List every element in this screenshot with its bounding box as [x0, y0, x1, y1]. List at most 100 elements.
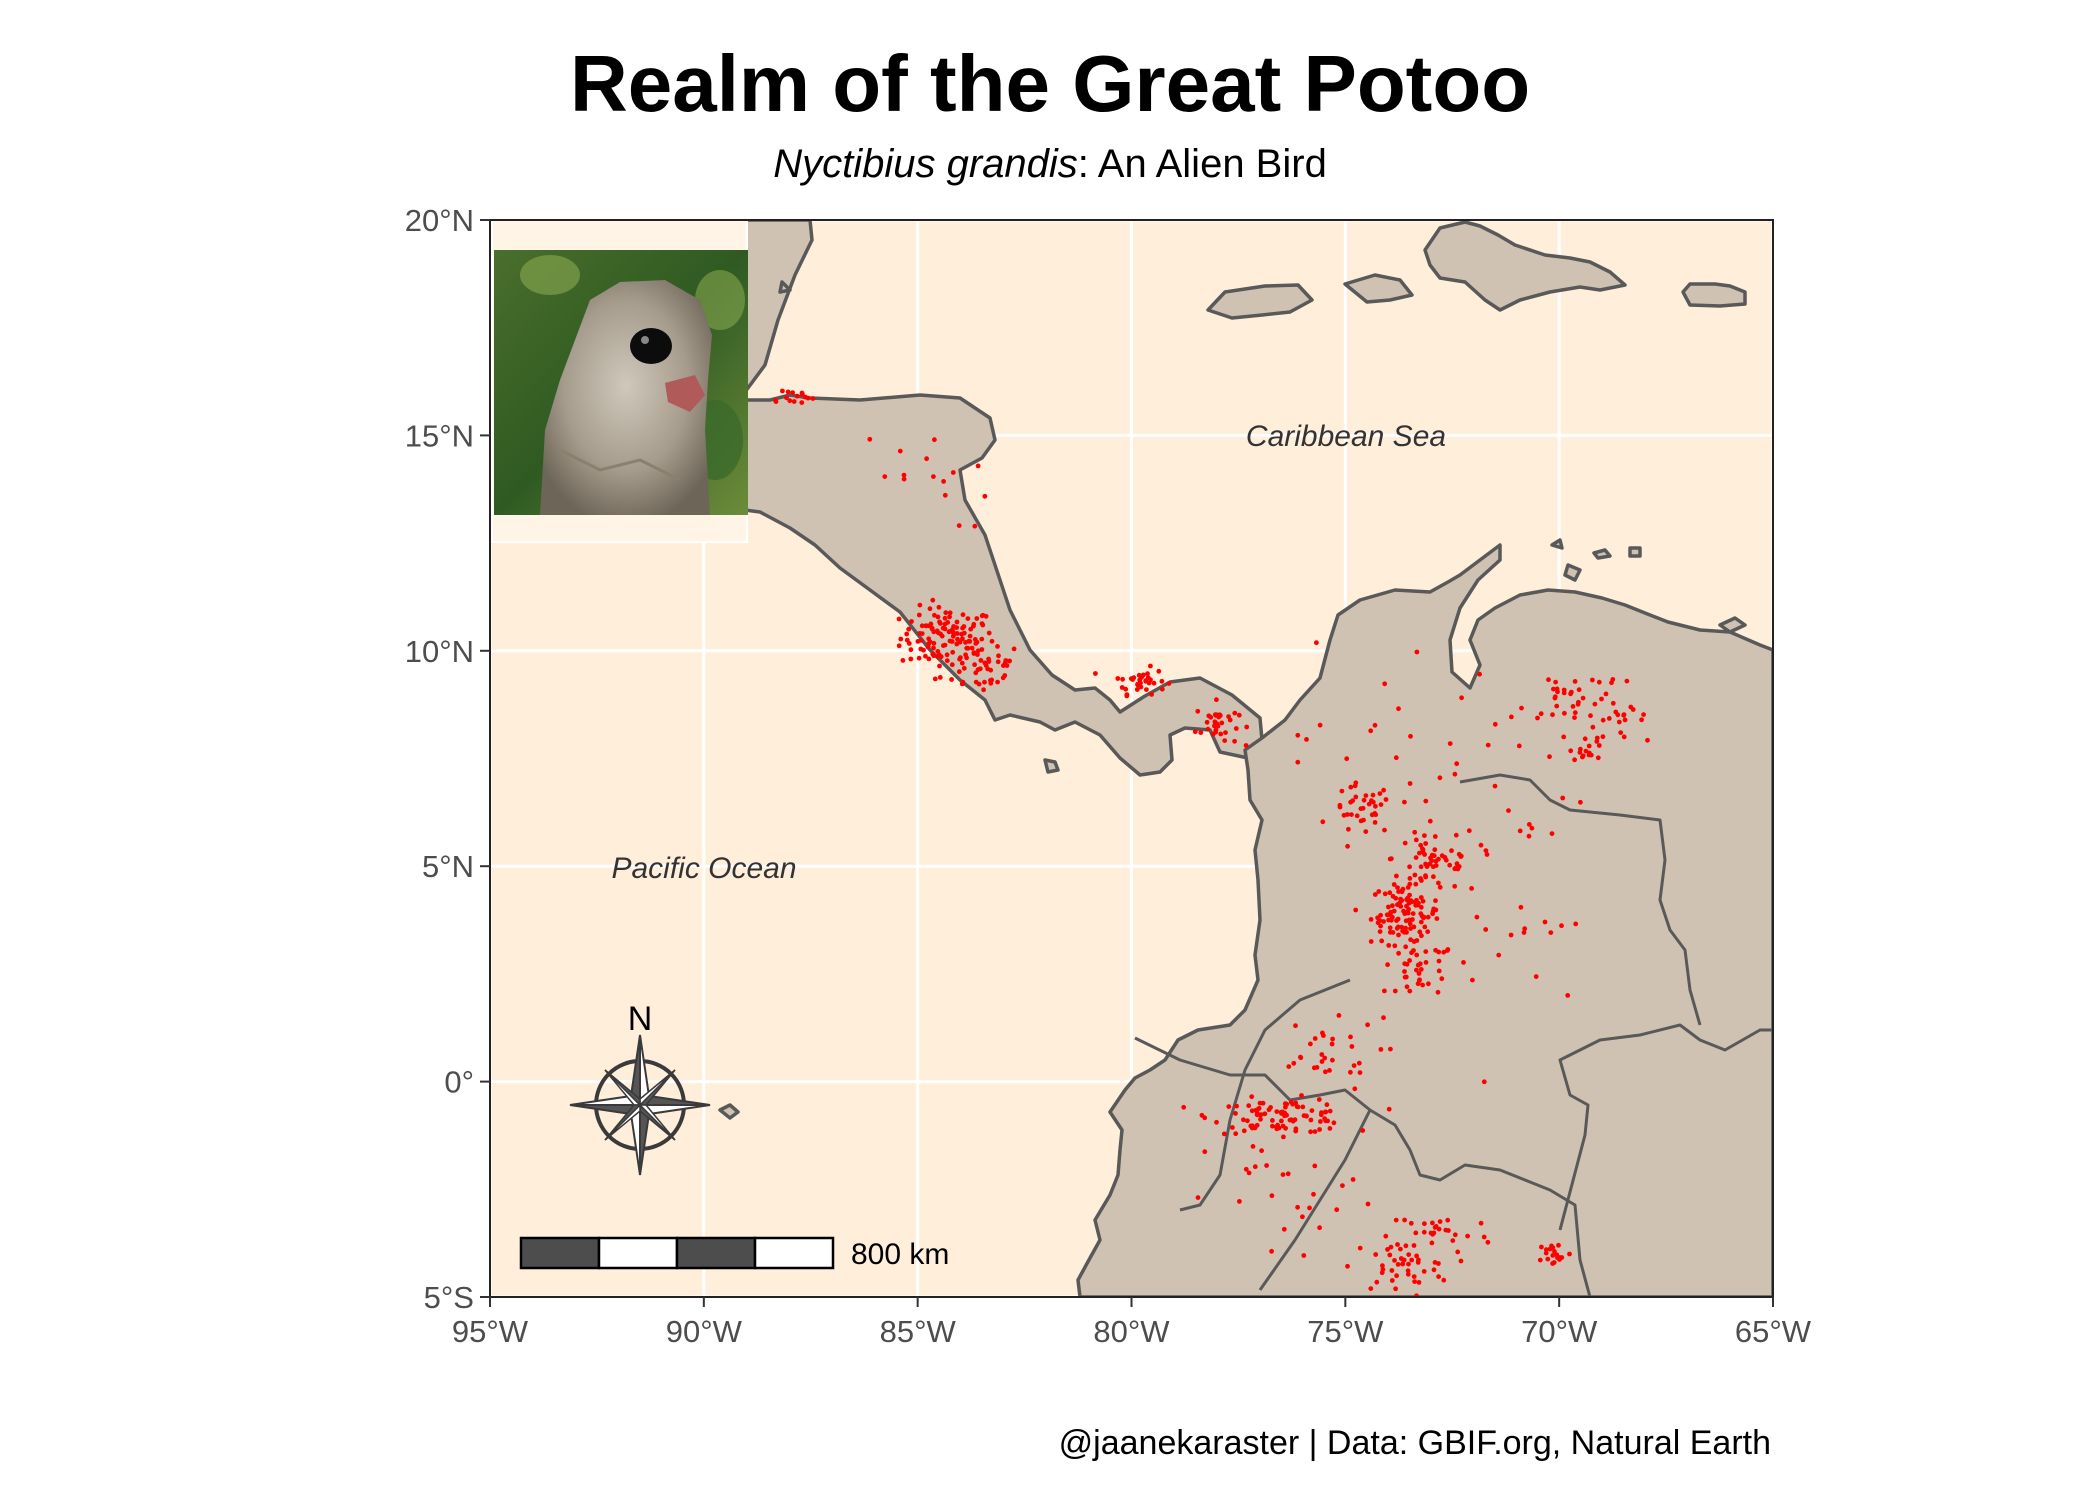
occurrence-point — [1295, 732, 1301, 738]
occurrence-point — [1465, 1233, 1470, 1239]
occurrence-point — [938, 654, 944, 660]
occurrence-point — [1138, 684, 1144, 690]
occurrence-point — [931, 640, 937, 646]
occurrence-point — [1327, 1126, 1333, 1131]
occurrence-point — [995, 679, 1000, 685]
occurrence-point — [1618, 730, 1624, 735]
occurrence-point — [1377, 929, 1383, 934]
occurrence-point — [1374, 1279, 1380, 1285]
occurrence-point — [1630, 707, 1636, 712]
occurrence-point — [1304, 1113, 1309, 1119]
occurrence-point — [937, 675, 943, 680]
occurrence-point — [1365, 1022, 1370, 1028]
occurrence-point — [1412, 1279, 1417, 1284]
occurrence-point — [1357, 1070, 1363, 1075]
occurrence-point — [1414, 1253, 1419, 1259]
occurrence-point — [1344, 756, 1350, 762]
occurrence-point — [1264, 1163, 1269, 1168]
occurrence-point — [1405, 1268, 1411, 1274]
occurrence-point — [1592, 701, 1598, 707]
occurrence-point — [1412, 829, 1418, 835]
y-tick-label: 10°N — [405, 634, 474, 669]
y-tick-label: 5°N — [422, 849, 474, 884]
occurrence-point — [1361, 797, 1367, 803]
occurrence-point — [1407, 781, 1413, 786]
occurrence-point — [930, 597, 936, 603]
occurrence-point — [1143, 678, 1149, 684]
occurrence-point — [1393, 895, 1399, 901]
occurrence-point — [1559, 923, 1564, 929]
occurrence-point — [943, 610, 949, 616]
occurrence-point — [1572, 715, 1577, 720]
occurrence-point — [1429, 1240, 1435, 1246]
occurrence-point — [1241, 1117, 1246, 1123]
occurrence-point — [1447, 741, 1453, 746]
occurrence-point — [1560, 795, 1566, 801]
occurrence-point — [1423, 841, 1429, 846]
occurrence-point — [917, 631, 923, 636]
land-jamaica — [1343, 273, 1414, 304]
occurrence-point — [1586, 743, 1592, 749]
occurrence-point — [1485, 742, 1491, 748]
occurrence-point — [1274, 1109, 1280, 1114]
occurrence-point — [1317, 1127, 1322, 1132]
occurrence-point — [976, 681, 982, 687]
occurrence-point — [1308, 1041, 1313, 1047]
occurrence-point — [1577, 750, 1583, 755]
occurrence-point — [1378, 802, 1384, 807]
occurrence-point — [1256, 1105, 1262, 1111]
occurrence-point — [1379, 938, 1385, 944]
x-tick-label: 70°W — [1521, 1314, 1598, 1349]
occurrence-point — [1004, 663, 1010, 668]
occurrence-point — [1382, 681, 1388, 687]
occurrence-point — [1431, 1267, 1437, 1273]
occurrence-point — [983, 663, 989, 668]
occurrence-point — [918, 638, 924, 643]
occurrence-point — [1378, 923, 1383, 929]
species-name: Nyctibius grandis — [773, 142, 1078, 186]
occurrence-point — [1301, 1253, 1307, 1258]
occurrence-point — [923, 623, 929, 629]
occurrence-point — [1550, 1261, 1555, 1266]
occurrence-point — [1377, 791, 1383, 796]
occurrence-point — [1543, 1250, 1549, 1256]
occurrence-point — [780, 388, 785, 394]
occurrence-point — [1382, 988, 1387, 994]
occurrence-point — [1410, 911, 1416, 916]
occurrence-point — [956, 669, 962, 675]
caption: @jaanekaraster | Data: GBIF.org, Natural… — [1058, 1424, 1771, 1462]
occurrence-point — [1395, 1262, 1401, 1267]
occurrence-point — [1376, 889, 1382, 894]
x-tick-label: 75°W — [1307, 1314, 1384, 1349]
occurrence-point — [1298, 1054, 1303, 1060]
occurrence-point — [1348, 1034, 1353, 1040]
occurrence-point — [1320, 1030, 1325, 1036]
occurrence-point — [1492, 783, 1498, 789]
occurrence-point — [1236, 712, 1242, 718]
occurrence-point — [1403, 918, 1409, 924]
occurrence-point — [975, 652, 980, 657]
occurrence-point — [989, 638, 995, 644]
occurrence-point — [1402, 911, 1408, 917]
ocean-label-pacific: Pacific Ocean — [611, 852, 796, 885]
occurrence-point — [908, 656, 914, 662]
occurrence-point — [954, 631, 960, 636]
occurrence-point — [1436, 1261, 1441, 1266]
occurrence-point — [1381, 1015, 1386, 1021]
occurrence-point — [1368, 917, 1374, 922]
occurrence-point — [1484, 852, 1490, 857]
occurrence-point — [1599, 696, 1604, 702]
occurrence-point — [1402, 799, 1407, 805]
occurrence-point — [1477, 671, 1482, 677]
occurrence-point — [1214, 697, 1219, 703]
occurrence-point — [1554, 703, 1560, 709]
occurrence-point — [1400, 1261, 1406, 1267]
occurrence-point — [980, 612, 986, 618]
occurrence-point — [1538, 711, 1544, 717]
occurrence-point — [1226, 1104, 1232, 1109]
occurrence-point — [1478, 1220, 1484, 1226]
occurrence-point — [1266, 1107, 1272, 1113]
occurrence-point — [1202, 1149, 1208, 1155]
occurrence-point — [960, 612, 966, 618]
occurrence-point — [1250, 1144, 1256, 1149]
